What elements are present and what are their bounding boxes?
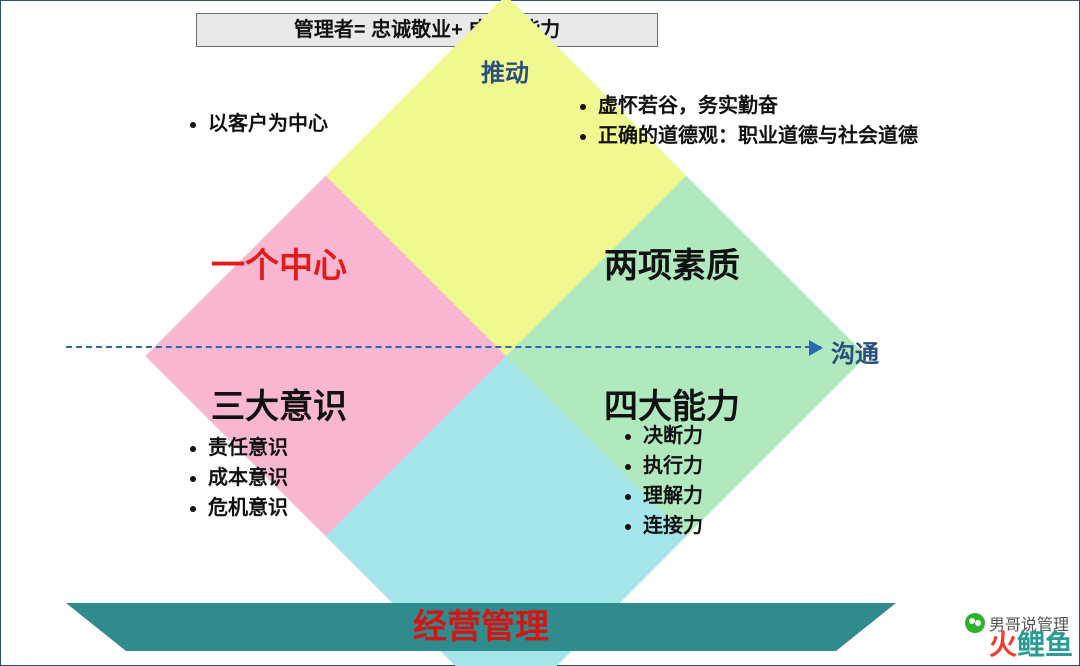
bottom-band: 经营管理 bbox=[66, 603, 896, 651]
bottom-band-label: 经营管理 bbox=[66, 603, 896, 651]
axis-arrow bbox=[66, 346, 821, 348]
bullet-item: 正确的道德观：职业道德与社会道德 bbox=[598, 121, 918, 151]
bullets-bottom-left: 责任意识成本意识危机意识 bbox=[186, 433, 288, 523]
axis-label-right: 沟通 bbox=[831, 334, 879, 369]
wechat-icon bbox=[965, 613, 985, 633]
bullets-top-left: 以客户为中心 bbox=[186, 109, 328, 139]
bullet-item: 决断力 bbox=[643, 421, 703, 451]
zone-title-top-right: 两项素质 bbox=[604, 238, 740, 287]
slide: { "formula":"管理者= 忠诚敬业+ 成果+能力", "axes":{… bbox=[0, 0, 1080, 666]
zone-title-bottom-left: 三大意识 bbox=[211, 379, 347, 428]
bullet-item: 连接力 bbox=[643, 511, 703, 541]
formula-box: 管理者= 忠诚敬业+ 成果+能力 bbox=[196, 13, 658, 47]
watermark-brand: 火鲤鱼 bbox=[989, 623, 1073, 663]
bullet-item: 责任意识 bbox=[208, 433, 288, 463]
axis-label-top: 推动 bbox=[481, 53, 529, 88]
bullet-item: 执行力 bbox=[643, 451, 703, 481]
bullets-bottom-right: 决断力执行力理解力连接力 bbox=[621, 421, 703, 541]
bullet-item: 理解力 bbox=[643, 481, 703, 511]
bullets-top-right: 虚怀若谷，务实勤奋正确的道德观：职业道德与社会道德 bbox=[576, 91, 918, 151]
bullet-item: 危机意识 bbox=[208, 493, 288, 523]
bullet-item: 虚怀若谷，务实勤奋 bbox=[598, 91, 918, 121]
bullet-item: 以客户为中心 bbox=[208, 109, 328, 139]
zone-title-top-left: 一个中心 bbox=[211, 238, 347, 287]
bullet-item: 成本意识 bbox=[208, 463, 288, 493]
